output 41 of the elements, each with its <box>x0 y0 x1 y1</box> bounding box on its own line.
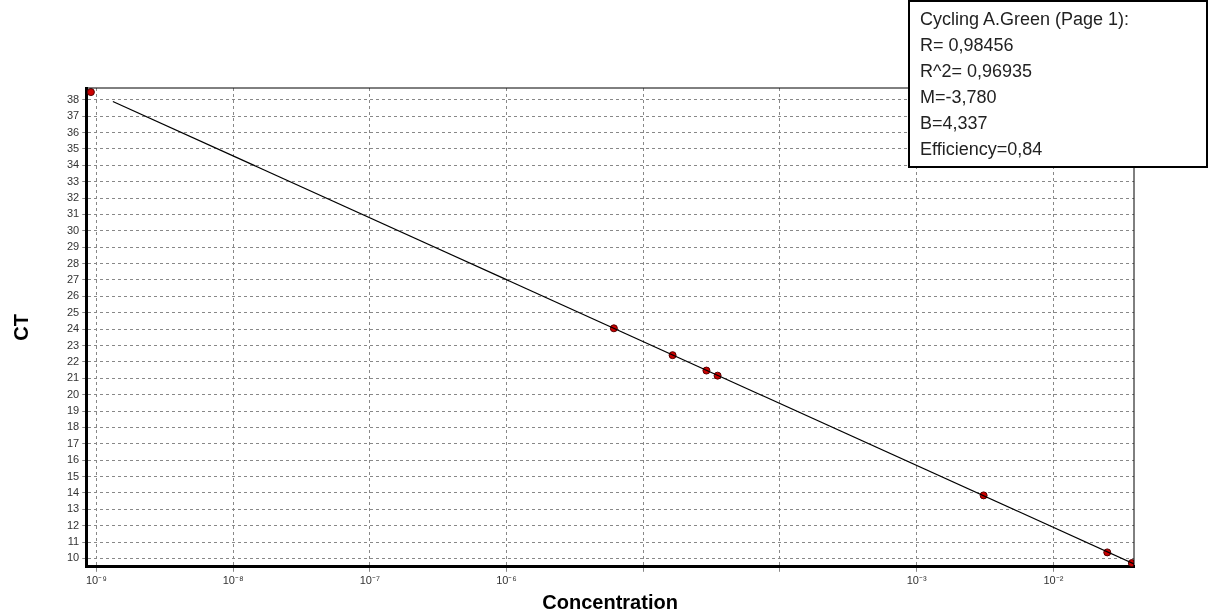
y-tick-label: 37 <box>66 109 80 122</box>
y-tick-label: 11 <box>67 535 80 548</box>
y-tick-label: 23 <box>66 338 80 351</box>
y-tick-label: 24 <box>66 322 80 335</box>
y-axis-title: CT <box>9 314 32 341</box>
y-tick-label: 35 <box>66 141 80 154</box>
y-tick-label: 28 <box>66 256 80 269</box>
y-tick-label: 34 <box>66 158 80 171</box>
y-tick-label: 15 <box>66 469 80 482</box>
y-tick-label: 27 <box>66 273 80 286</box>
y-tick-label: 25 <box>66 305 80 318</box>
y-tick-label: 32 <box>66 191 80 204</box>
y-tick-label: 13 <box>66 502 80 515</box>
y-tick-label: 38 <box>66 92 80 105</box>
x-tick-label: 10⁻⁶ <box>496 574 517 587</box>
y-tick-label: 29 <box>66 240 80 253</box>
y-tick-label: 22 <box>66 354 80 367</box>
y-tick-label: 20 <box>66 387 80 400</box>
annotation: Efficiency=0,84 <box>920 138 1044 161</box>
x-axis-title: Concentration <box>542 590 678 613</box>
y-tick-label: 33 <box>66 174 80 187</box>
info-box: Cycling A.Green (Page 1): R= 0,98456 R^2= 0,96935 M=-3,780 B=4,337 Efficiency=0,84 <box>908 0 1208 168</box>
y-tick-label: 10 <box>66 551 80 564</box>
y-tick-label: 17 <box>66 436 80 449</box>
y-tick-label: 36 <box>66 125 80 138</box>
annotation: B=4,337 <box>920 112 989 135</box>
y-tick-label: 18 <box>66 420 80 433</box>
x-tick-label: 10⁻⁹ <box>85 574 107 587</box>
y-tick-label: 26 <box>66 289 80 302</box>
y-tick-label: 19 <box>66 404 80 417</box>
x-tick-label: 10⁻⁷ <box>359 574 380 587</box>
y-tick-label: 12 <box>66 518 80 531</box>
y-tick-label: 16 <box>66 453 80 466</box>
annotation: M=-3,780 <box>920 86 998 109</box>
y-tick-label: 21 <box>66 371 80 384</box>
y-tick-label: 14 <box>66 485 80 498</box>
y-tick-label: 30 <box>66 223 80 236</box>
x-tick-label: 10⁻⁸ <box>222 574 244 587</box>
y-tick-label: 31 <box>66 207 80 220</box>
x-tick-label: 10⁻³ <box>906 574 927 587</box>
x-tick-label: 10⁻² <box>1043 574 1064 587</box>
